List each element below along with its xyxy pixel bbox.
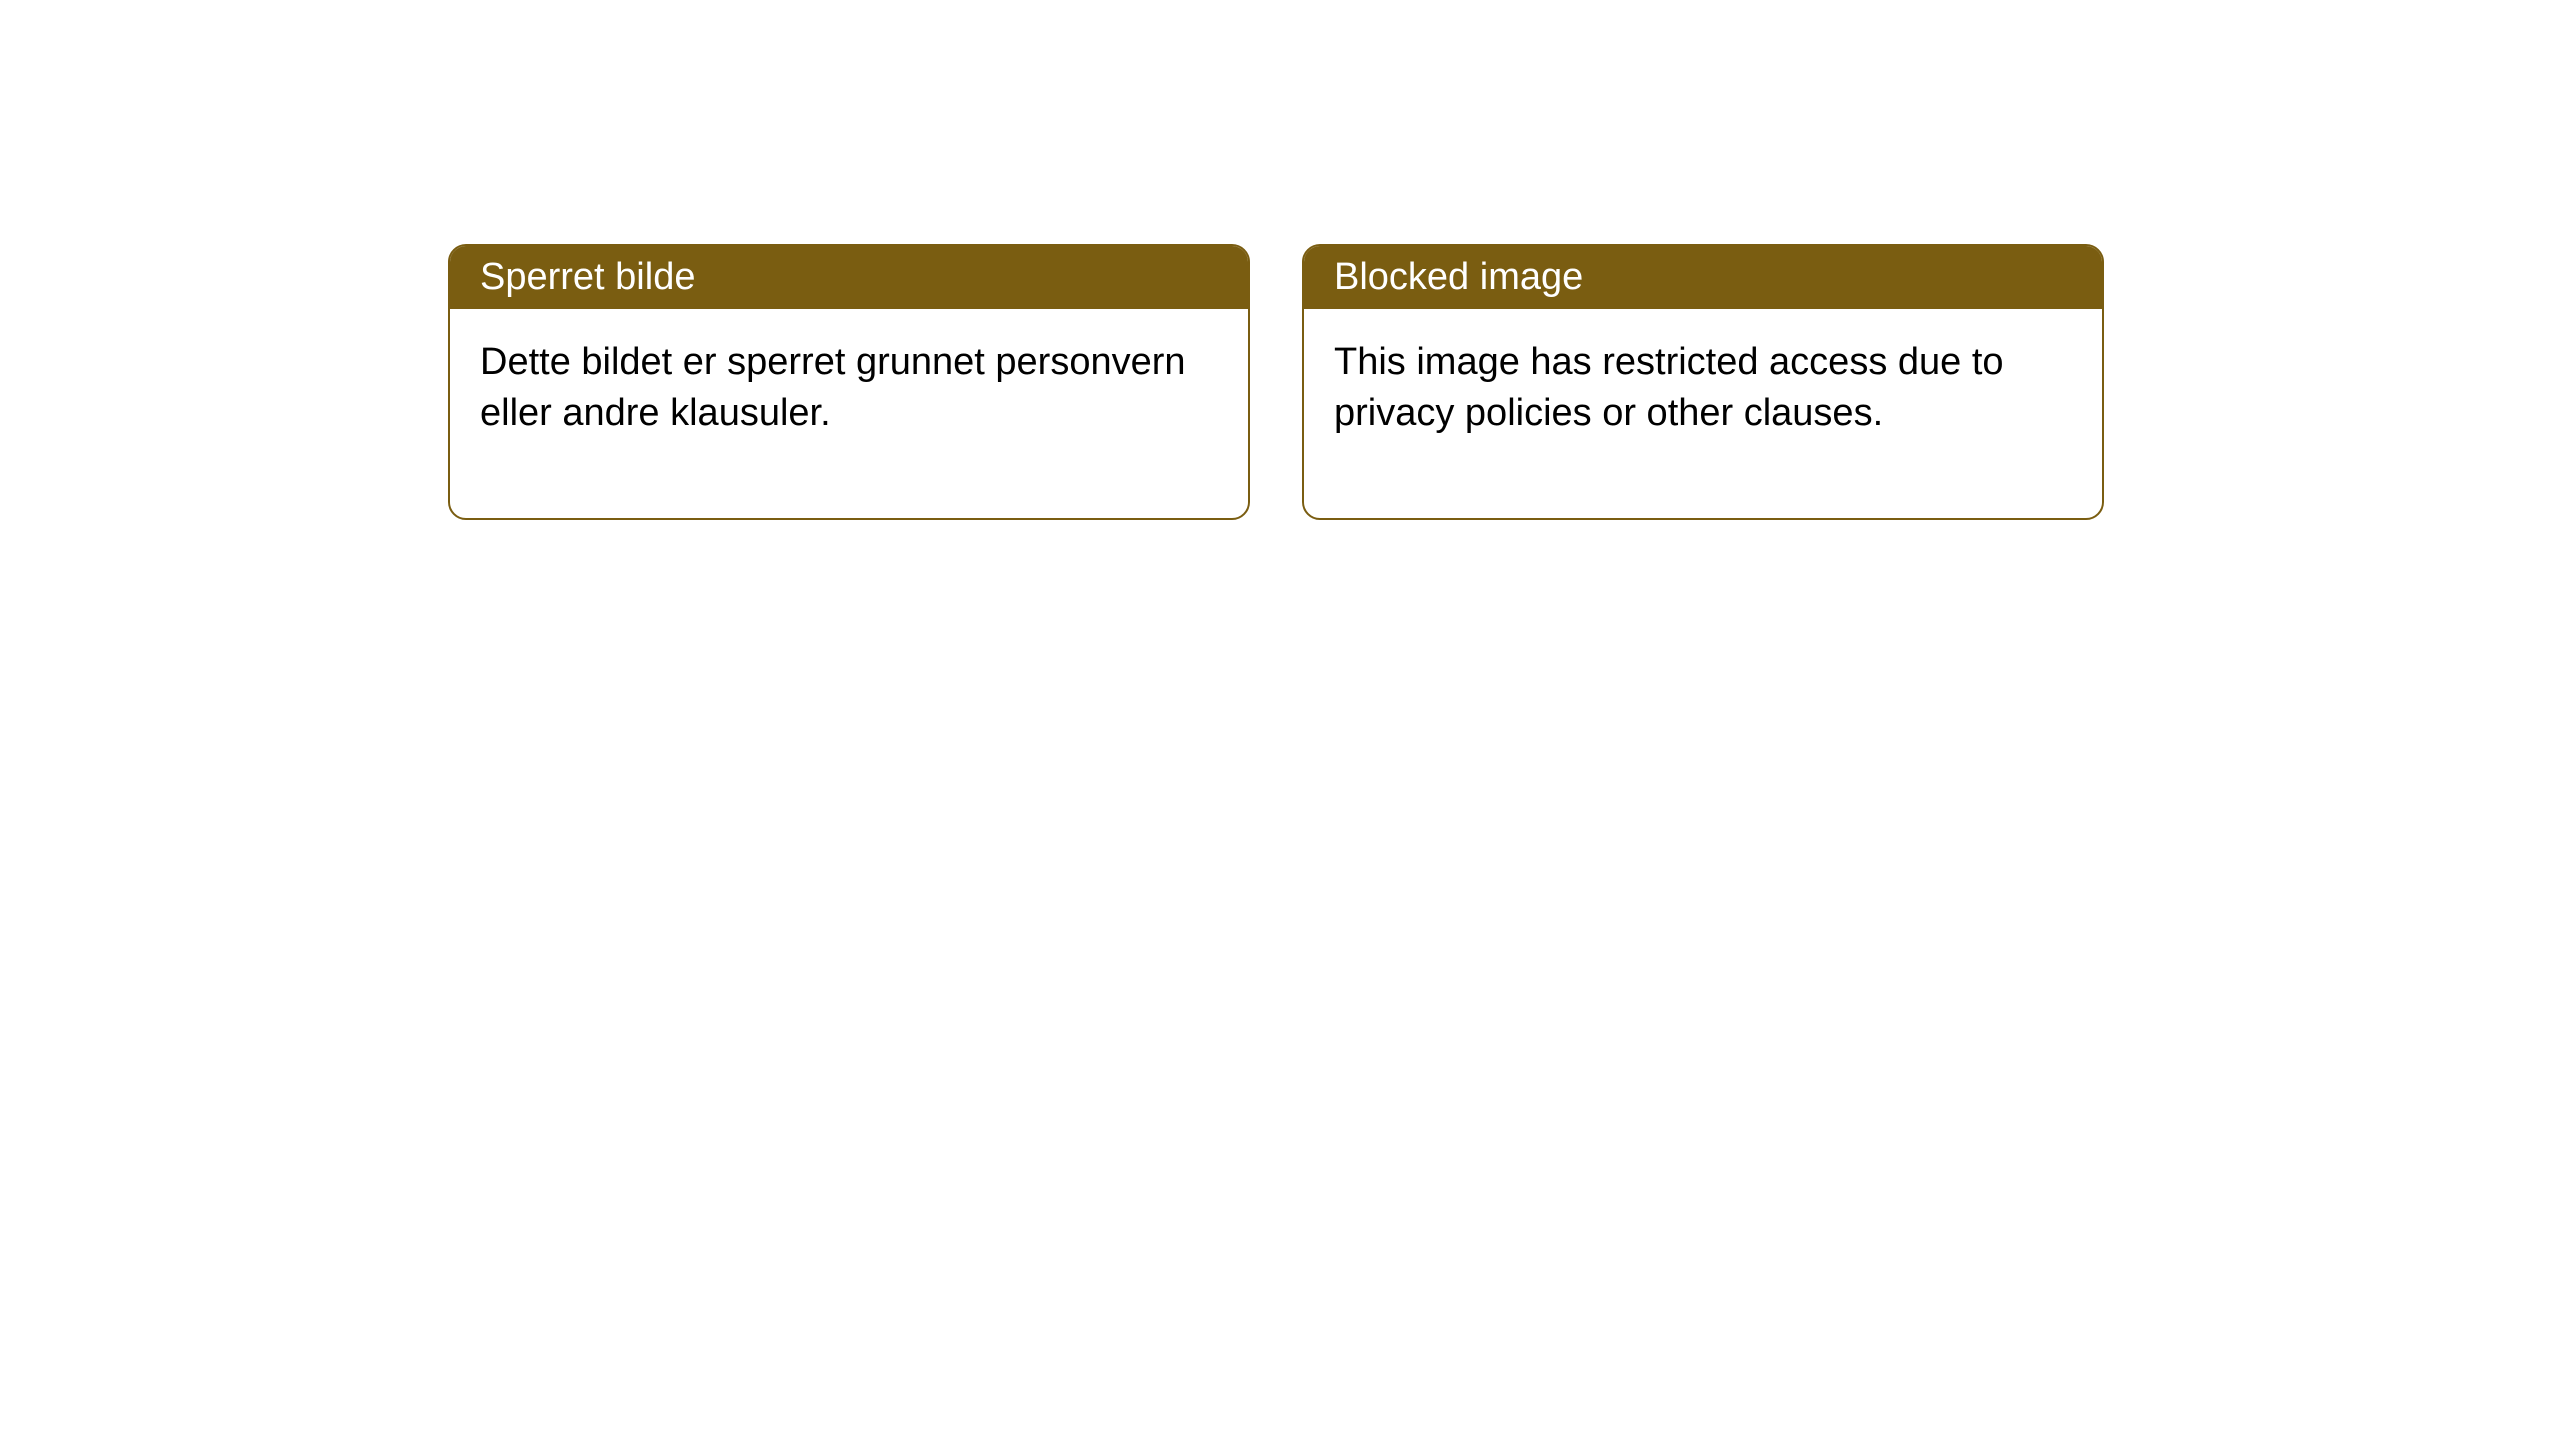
notice-text-english: This image has restricted access due to … [1334, 341, 2004, 434]
notice-body-english: This image has restricted access due to … [1304, 309, 2102, 518]
notice-title-english: Blocked image [1334, 256, 1583, 298]
notice-body-norwegian: Dette bildet er sperret grunnet personve… [450, 309, 1248, 518]
notice-header-norwegian: Sperret bilde [450, 246, 1248, 309]
notice-container: Sperret bilde Dette bildet er sperret gr… [448, 244, 2104, 520]
notice-card-norwegian: Sperret bilde Dette bildet er sperret gr… [448, 244, 1250, 520]
notice-text-norwegian: Dette bildet er sperret grunnet personve… [480, 341, 1186, 434]
notice-card-english: Blocked image This image has restricted … [1302, 244, 2104, 520]
notice-header-english: Blocked image [1304, 246, 2102, 309]
notice-title-norwegian: Sperret bilde [480, 256, 695, 298]
